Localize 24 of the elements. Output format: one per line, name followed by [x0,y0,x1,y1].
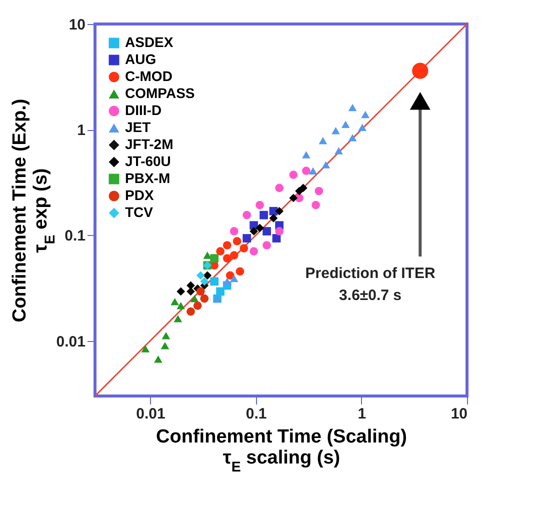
x-tick-label: 0.1 [246,406,267,422]
y-tick-label: 10 [68,16,86,34]
legend-label: C-MOD [125,68,172,84]
y-tick-label: 1 [77,122,86,140]
legend-label: AUG [125,51,156,67]
legend-label: DIII-D [125,102,162,118]
legend-label: PBX-M [125,170,170,186]
legend-label: PDX [125,187,154,203]
text: Confinement Time (Scaling) [156,426,407,448]
legend-label: JET [125,119,152,135]
x-tick-label: 1 [358,406,366,422]
legend-label: COMPASS [125,85,195,101]
x-tick-label: 10 [450,406,468,422]
text: τ$_{E}$ scaling (s) [222,448,340,476]
legend-label: JT-60U [125,153,171,169]
text: Confinement Time (Exp.) [9,98,30,322]
legend-label: TCV [125,204,154,220]
annotation: Prediction of ITER [305,265,436,282]
legend-label: JFT-2M [125,136,174,152]
annotation: 3.6±0.7 s [339,287,402,304]
legend-label: ASDEX [125,34,174,50]
y-tick-label: 0.1 [64,228,86,245]
x-tick-label: 0.01 [136,406,166,422]
y-tick-label: 0.01 [56,333,86,350]
